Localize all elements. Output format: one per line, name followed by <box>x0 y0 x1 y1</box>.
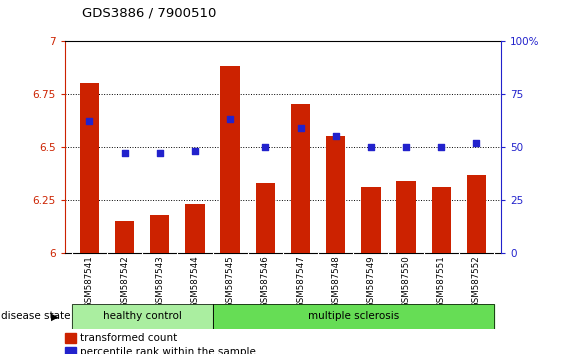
Text: GDS3886 / 7900510: GDS3886 / 7900510 <box>82 6 216 19</box>
Bar <box>361 187 381 253</box>
Point <box>155 150 164 156</box>
Bar <box>72 304 213 329</box>
Point <box>401 144 410 150</box>
Bar <box>115 221 134 253</box>
Text: percentile rank within the sample: percentile rank within the sample <box>80 347 256 354</box>
Bar <box>396 181 415 253</box>
Bar <box>65 333 75 343</box>
Text: GSM587541: GSM587541 <box>85 256 94 308</box>
Text: GSM587545: GSM587545 <box>226 256 235 308</box>
Point <box>367 144 376 150</box>
Point <box>85 119 94 124</box>
Bar <box>150 215 169 253</box>
Text: GSM587548: GSM587548 <box>331 256 340 308</box>
Text: multiple sclerosis: multiple sclerosis <box>307 312 399 321</box>
Bar <box>80 83 99 253</box>
Point <box>261 144 270 150</box>
Point <box>331 133 340 139</box>
Text: GSM587552: GSM587552 <box>472 256 481 308</box>
Point <box>296 125 305 131</box>
Point <box>120 150 129 156</box>
Text: GSM587551: GSM587551 <box>437 256 446 308</box>
Point <box>472 140 481 145</box>
Text: GSM587547: GSM587547 <box>296 256 305 308</box>
Bar <box>213 304 494 329</box>
Bar <box>256 183 275 253</box>
Text: healthy control: healthy control <box>102 312 182 321</box>
Text: GSM587544: GSM587544 <box>190 256 199 308</box>
Text: GSM587549: GSM587549 <box>367 256 376 308</box>
Bar <box>467 175 486 253</box>
Bar <box>221 66 240 253</box>
Bar <box>326 136 345 253</box>
Point <box>226 116 235 122</box>
Bar <box>72 304 213 329</box>
Text: GSM587543: GSM587543 <box>155 256 164 308</box>
Text: GSM587542: GSM587542 <box>120 256 129 308</box>
Bar <box>213 304 494 329</box>
Point <box>437 144 446 150</box>
Text: GSM587546: GSM587546 <box>261 256 270 308</box>
Text: GSM587550: GSM587550 <box>401 256 410 308</box>
Text: disease state: disease state <box>1 312 70 321</box>
Bar <box>291 104 310 253</box>
Bar <box>432 187 451 253</box>
Bar <box>185 204 204 253</box>
Bar <box>65 347 75 354</box>
Point <box>190 148 199 154</box>
Text: ▶: ▶ <box>51 312 59 321</box>
Text: transformed count: transformed count <box>80 333 177 343</box>
